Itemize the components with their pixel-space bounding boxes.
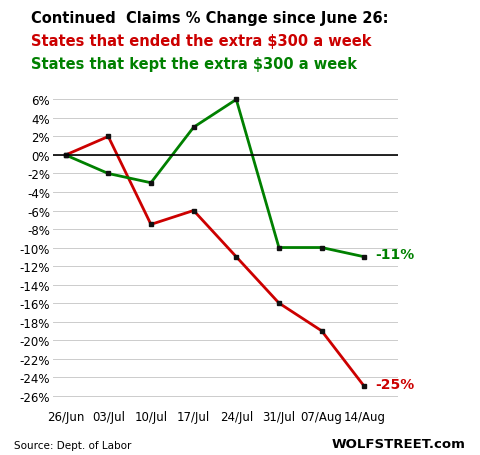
Text: -25%: -25% xyxy=(375,377,415,391)
Text: -11%: -11% xyxy=(375,248,415,262)
Text: Source: Dept. of Labor: Source: Dept. of Labor xyxy=(14,440,132,450)
Text: States that ended the extra $300 a week: States that ended the extra $300 a week xyxy=(31,34,372,49)
Text: States that kept the extra $300 a week: States that kept the extra $300 a week xyxy=(31,57,357,72)
Text: WOLFSTREET.com: WOLFSTREET.com xyxy=(332,436,466,450)
Text: Continued  Claims % Change since June 26:: Continued Claims % Change since June 26: xyxy=(31,11,389,26)
